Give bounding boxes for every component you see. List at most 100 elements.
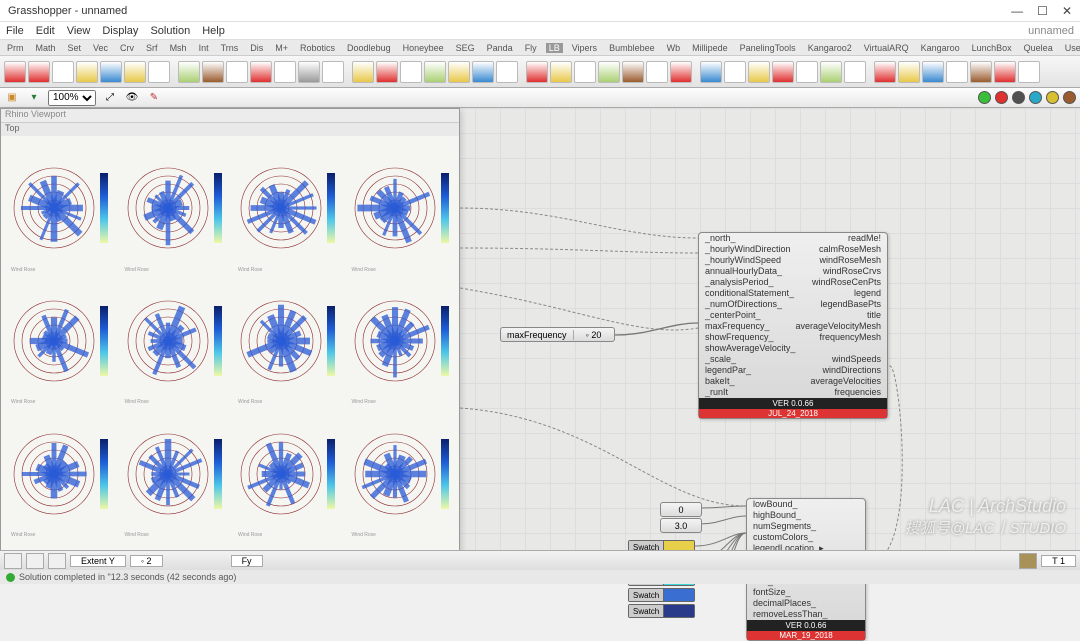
canvas[interactable]: Rhino Viewport Top Wind RoseWind RoseWin… [0,108,1080,564]
tool-button[interactable] [28,61,50,83]
tool-button[interactable] [550,61,572,83]
menu-edit[interactable]: Edit [36,25,55,37]
input-port[interactable]: _scale_ [705,354,736,365]
tool-button[interactable] [700,61,722,83]
output-port[interactable]: frequencyMesh [819,332,881,343]
tab-math[interactable]: Math [33,43,59,53]
nav-btn[interactable] [26,553,44,569]
zoom-select[interactable]: 100% [48,90,96,106]
nav-btn[interactable] [48,553,66,569]
tab-quelea[interactable]: Quelea [1021,43,1056,53]
tool-button[interactable] [622,61,644,83]
tool-button[interactable] [148,61,170,83]
input-port[interactable]: numSegments_ [753,521,816,532]
tool-button[interactable] [574,61,596,83]
menu-display[interactable]: Display [102,25,138,37]
output-port[interactable]: legend [854,288,881,299]
tool-button[interactable] [178,61,200,83]
tool-button[interactable] [844,61,866,83]
number-slider[interactable]: 0 [660,502,702,517]
tab-srf[interactable]: Srf [143,43,161,53]
tab-panelingtools[interactable]: PanelingTools [737,43,799,53]
tab-dis[interactable]: Dis [247,43,266,53]
tab-kangaroo[interactable]: Kangaroo [918,43,963,53]
tab-bumblebee[interactable]: Bumblebee [606,43,658,53]
tool-button[interactable] [922,61,944,83]
extent-val[interactable]: ◦ 2 [130,555,163,567]
tool-button[interactable] [724,61,746,83]
number-slider[interactable]: 3.0 [660,518,702,533]
tool-button[interactable] [646,61,668,83]
tab-vec[interactable]: Vec [90,43,111,53]
tool-button[interactable] [274,61,296,83]
tab-lb[interactable]: LB [546,43,563,53]
input-port[interactable]: maxFrequency_ [705,321,770,332]
tool-button[interactable] [670,61,692,83]
display-dot[interactable] [1029,91,1042,104]
tab-wb[interactable]: Wb [664,43,684,53]
tab-prm[interactable]: Prm [4,43,27,53]
menu-view[interactable]: View [67,25,91,37]
tab-virtualarq[interactable]: VirtualARQ [861,43,912,53]
display-dot[interactable] [978,91,991,104]
input-port[interactable]: bakeIt_ [705,376,735,387]
tool-button[interactable] [226,61,248,83]
input-port[interactable]: _north_ [705,233,736,244]
tool-button[interactable] [994,61,1016,83]
tab-lunchbox[interactable]: LunchBox [969,43,1015,53]
input-port[interactable]: annualHourlyData_ [705,266,782,277]
tab-trns[interactable]: Trns [218,43,242,53]
input-port[interactable]: customColors_ [753,532,813,543]
tool-button[interactable] [526,61,548,83]
tab-m+[interactable]: M+ [272,43,291,53]
save-icon[interactable]: ▾ [26,90,42,106]
tab-msh[interactable]: Msh [167,43,190,53]
input-port[interactable]: _runIt [705,387,728,398]
nav-btn[interactable] [4,553,22,569]
input-port[interactable]: decimalPlaces_ [753,598,816,609]
tool-button[interactable] [448,61,470,83]
input-port[interactable]: removeLessThan_ [753,609,828,620]
input-port[interactable]: _hourlyWindSpeed [705,255,781,266]
viewport-tab[interactable]: Top [1,123,459,136]
tool-button[interactable] [352,61,374,83]
output-port[interactable]: frequencies [834,387,881,398]
tab-set[interactable]: Set [65,43,85,53]
input-port[interactable]: _analysisPeriod_ [705,277,774,288]
tool-button[interactable] [874,61,896,83]
view-icon[interactable]: 👁 [124,90,140,106]
number-slider[interactable]: maxFrequency◦ 20 [500,327,615,342]
input-port[interactable]: showFrequency_ [705,332,774,343]
tab-doodlebug[interactable]: Doodlebug [344,43,394,53]
open-icon[interactable]: ▣ [4,90,20,106]
tab-vipers[interactable]: Vipers [569,43,600,53]
tab-millipede[interactable]: Millipede [689,43,731,53]
tool-button[interactable] [1018,61,1040,83]
maximize-button[interactable]: ☐ [1037,4,1048,18]
tool-button[interactable] [100,61,122,83]
windrose-component[interactable]: _north_readMe!_hourlyWindDirectioncalmRo… [698,232,888,419]
tool-button[interactable] [820,61,842,83]
tool-button[interactable] [970,61,992,83]
fy-label[interactable]: Fy [231,555,263,567]
panel-btn[interactable] [1019,553,1037,569]
tool-button[interactable] [946,61,968,83]
tab-honeybee[interactable]: Honeybee [400,43,447,53]
output-port[interactable]: windDirections [822,365,881,376]
tool-button[interactable] [796,61,818,83]
output-port[interactable]: readMe! [848,233,881,244]
menu-help[interactable]: Help [202,25,225,37]
close-button[interactable]: ✕ [1062,4,1072,18]
tool-button[interactable] [898,61,920,83]
output-port[interactable]: legendBasePts [820,299,881,310]
input-port[interactable]: _centerPoint_ [705,310,761,321]
display-dot[interactable] [1063,91,1076,104]
colour-swatch[interactable]: Swatch [628,604,695,618]
tool-button[interactable] [598,61,620,83]
tool-button[interactable] [322,61,344,83]
output-port[interactable]: windRoseCrvs [823,266,881,277]
output-port[interactable]: windRoseCenPts [812,277,881,288]
tool-button[interactable] [496,61,518,83]
tool-button[interactable] [376,61,398,83]
output-port[interactable]: averageVelocities [810,376,881,387]
